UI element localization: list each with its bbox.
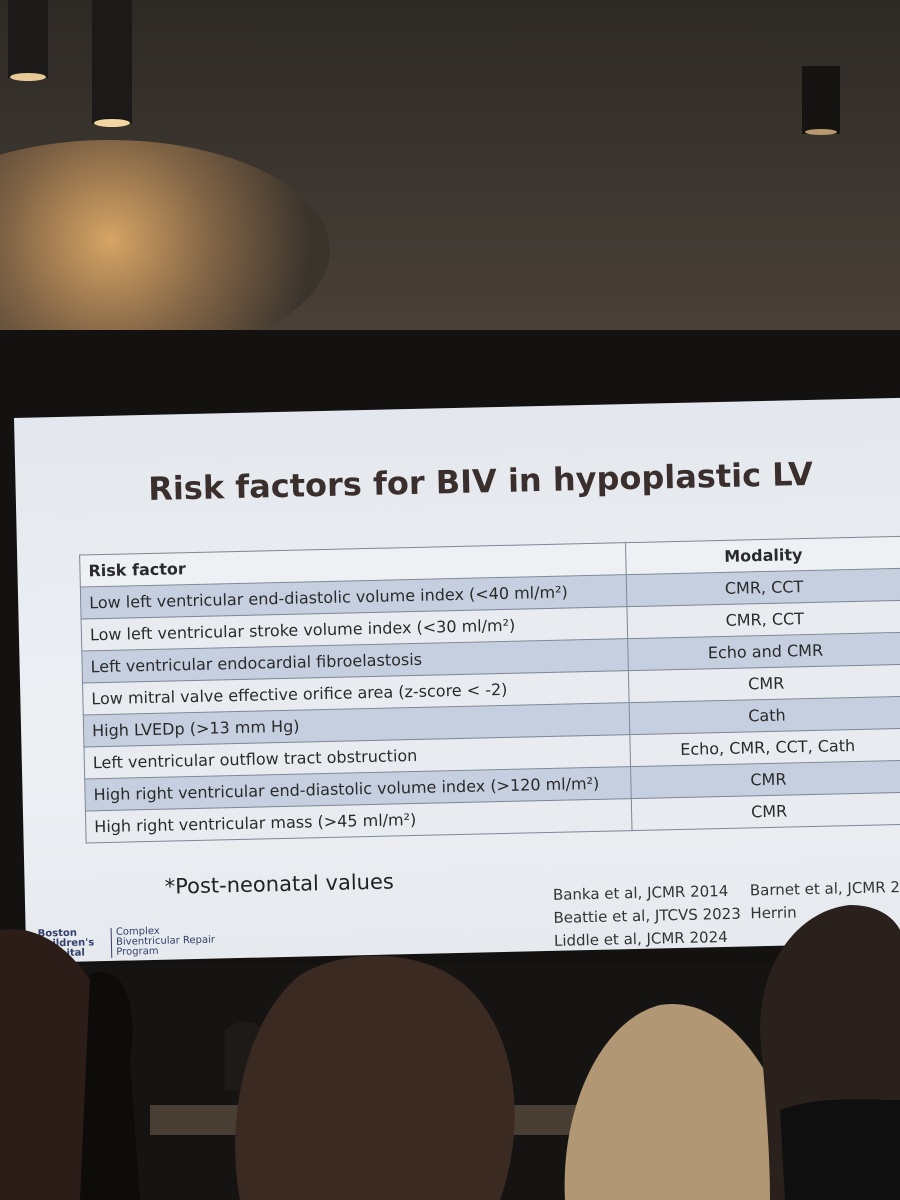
audience [0,905,900,1200]
page: {"slide": { "title": "Risk factors for B… [0,0,900,1200]
